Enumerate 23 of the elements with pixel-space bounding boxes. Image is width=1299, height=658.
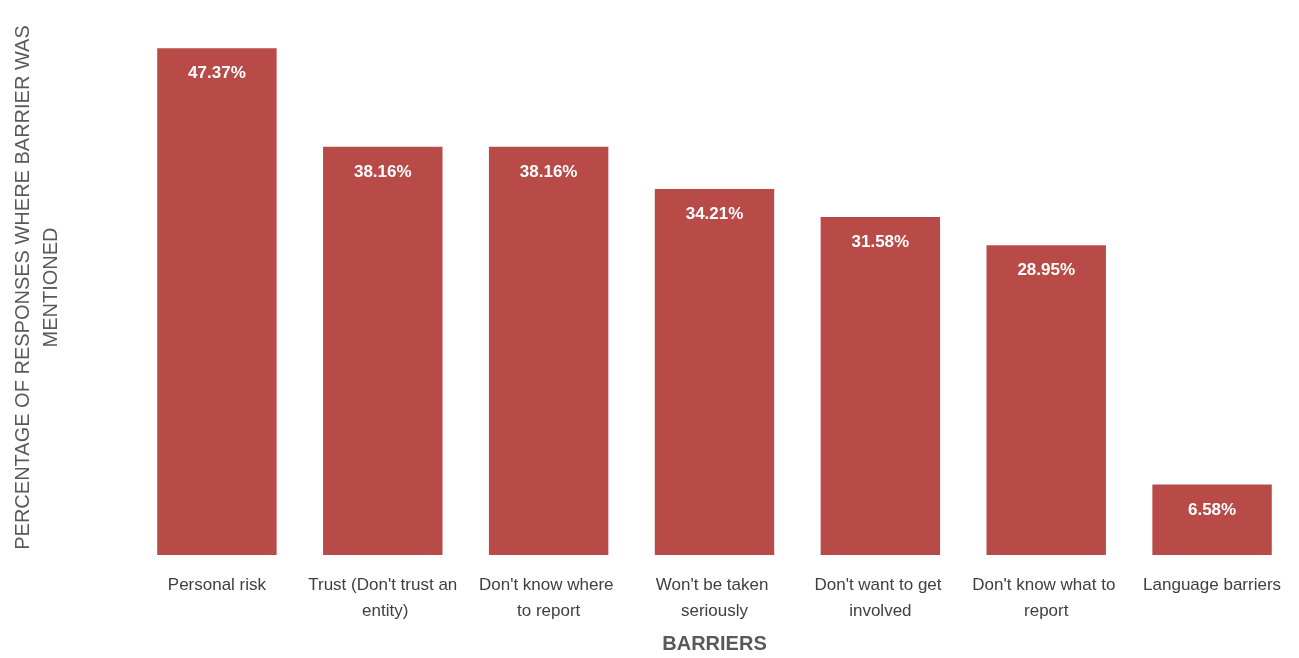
y-axis-title: PERCENTAGE OF RESPONSES WHERE BARRIER WAS MENTIONED: [11, 25, 61, 550]
bar: [157, 48, 277, 555]
bar: [986, 245, 1106, 555]
bar: [488, 146, 609, 555]
x-tick-label: Don't know what to report: [972, 574, 1121, 620]
data-label: 34.21%: [685, 203, 744, 223]
x-axis-title: BARRIERS: [662, 632, 767, 654]
x-tick-label: Trust (Don't trust an entity): [308, 574, 458, 620]
bar: [1152, 484, 1272, 555]
data-label: 38.16%: [519, 161, 578, 181]
data-label: 38.16%: [353, 161, 412, 181]
data-label: 6.58%: [1187, 499, 1237, 519]
x-tick-label: Won't be taken seriously: [655, 574, 774, 620]
bar: [323, 146, 443, 555]
x-tick-label: Personal risk: [167, 574, 267, 594]
x-tick-label: Don't know where to report: [478, 574, 619, 620]
bar: [654, 188, 775, 555]
data-label: 47.37%: [188, 63, 246, 83]
x-tick-label: Don't want to get involved: [814, 574, 947, 620]
x-tick-label: Language barriers: [1143, 574, 1282, 594]
data-label: 31.58%: [851, 232, 910, 252]
data-label: 28.95%: [1017, 260, 1076, 280]
bar: [820, 217, 941, 555]
